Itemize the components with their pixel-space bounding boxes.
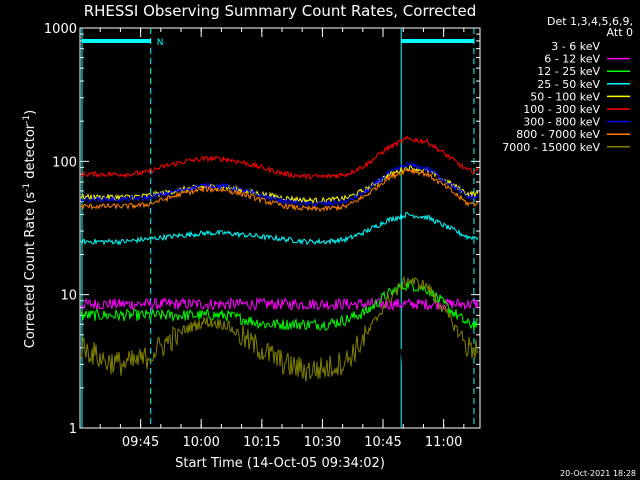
y-axis-title-main: Corrected Count Rate (s [23,192,38,349]
legend-label: 12 - 25 keV [537,65,600,78]
x-tick-label: 10:30 [304,435,341,450]
series-line [80,278,479,332]
x-tick-label: 10:00 [182,435,219,450]
series-line [80,164,479,205]
y-axis-title-sup2: -1 [22,115,32,124]
series-line [80,167,479,213]
series-line [80,134,479,181]
series-line [80,161,479,208]
night-bar [82,39,151,43]
series-trace [80,278,479,332]
series-trace [80,275,479,382]
legend-label: 50 - 100 keV [530,90,600,103]
series-trace [80,296,479,312]
series-line [80,275,479,382]
legend-label: 300 - 800 keV [523,116,600,129]
series-trace [80,161,479,208]
y-tick-label: 10 [60,289,77,304]
legend-label: 7000 - 15000 keV [502,141,600,154]
legend-label: 25 - 50 keV [537,78,600,91]
y-tick-label: 100 [52,155,77,170]
series-trace [80,134,479,181]
x-tick-label: 10:15 [243,435,280,450]
series-trace [80,167,479,213]
y-tick-label: 1000 [44,22,77,37]
series-line [185,345,448,421]
y-axis-title: Corrected Count Rate (s-1 detector-1) [22,110,38,348]
night-bar [401,39,474,43]
y-axis-title-end: ) [23,110,38,115]
series-trace [185,345,448,421]
footer-timestamp: 20-Oct-2021 18:28 [560,469,636,478]
legend-label: 800 - 7000 keV [516,128,600,141]
y-axis-title-sup1: -1 [22,183,32,192]
x-tick-label: 11:00 [425,435,462,450]
legend-header: Det 1,3,4,5,6,9, [547,15,633,28]
legend-label: 100 - 300 keV [523,103,600,116]
chart-title: RHESSI Observing Summary Count Rates, Co… [84,2,477,20]
x-tick-label: 10:45 [364,435,401,450]
series-line [80,296,479,312]
y-axis-title-mid: detector [23,123,38,183]
plot-area: 1 10 100 1000 09:45 10:00 10:15 10:30 10:45 11:00… [44,22,481,450]
series-line [80,211,479,246]
series-trace [80,211,479,246]
series-trace [80,164,479,205]
x-tick-label: 09:45 [122,435,159,450]
x-axis-title: Start Time (14-Oct-05 09:34:02) [175,456,385,471]
night-label: N [157,38,164,48]
plot-frame [79,27,481,429]
legend-label: 6 - 12 keV [544,53,600,66]
y-tick-label: 1 [69,422,77,437]
legend-label: 3 - 6 keV [551,40,600,53]
legend-header: Att 0 [607,26,633,39]
